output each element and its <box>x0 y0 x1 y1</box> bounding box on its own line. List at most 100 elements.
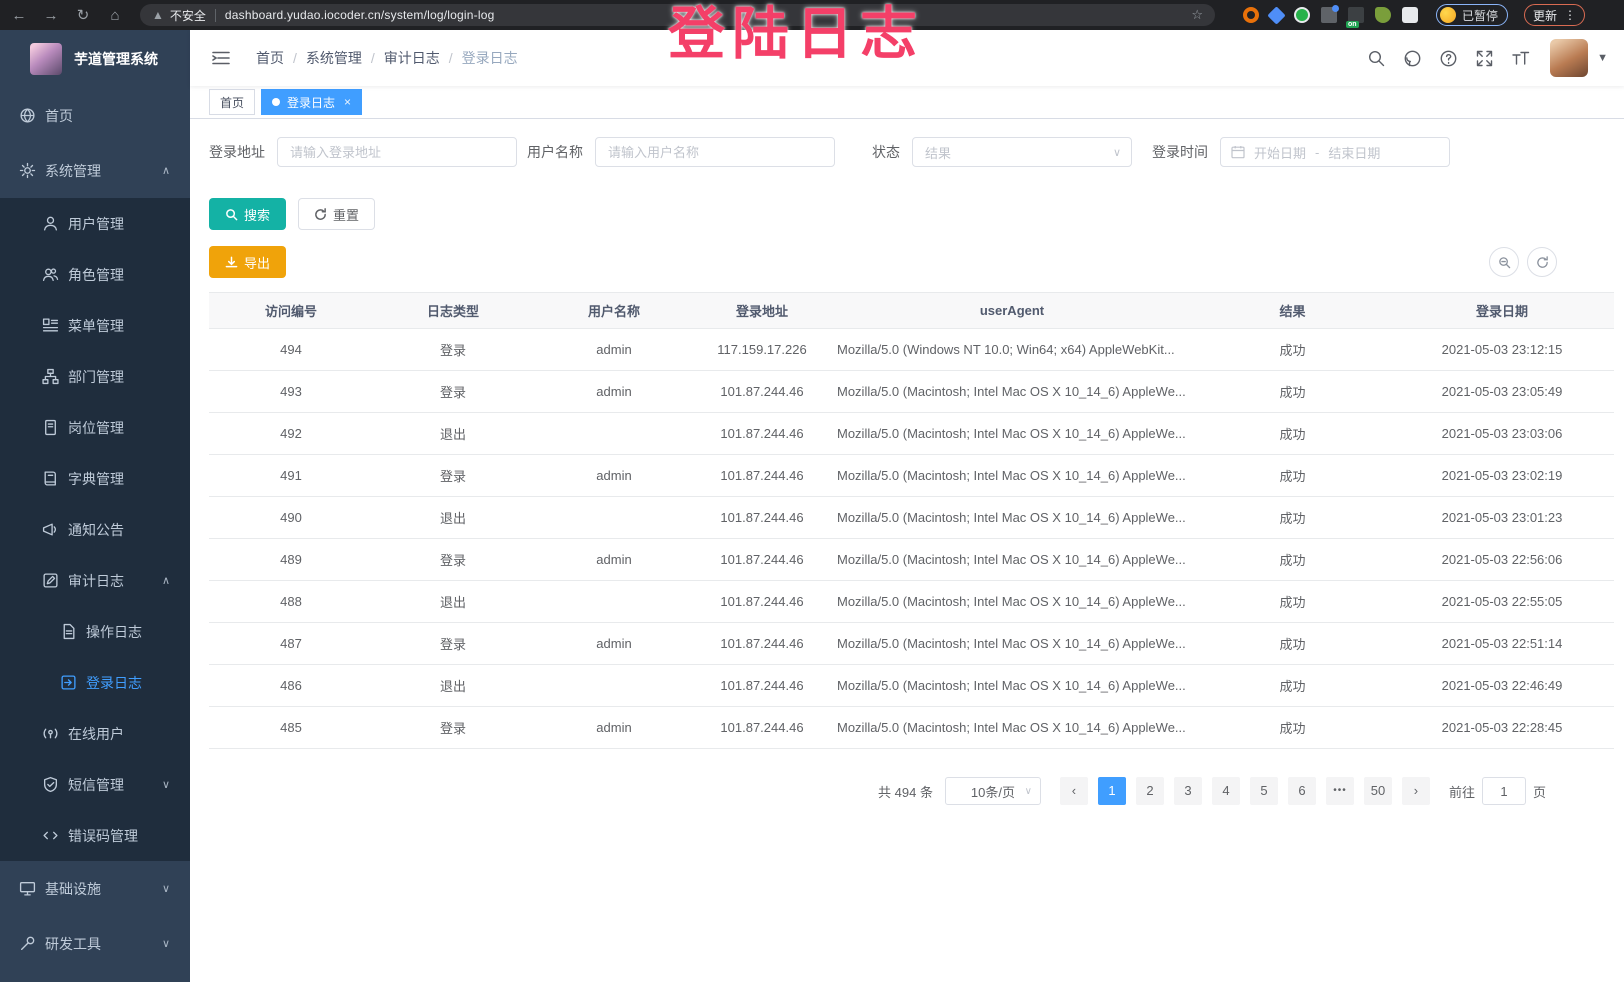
reset-button[interactable]: 重置 <box>298 198 376 230</box>
extension-grid-icon[interactable] <box>1321 5 1339 23</box>
sidebar-item-dict-management[interactable]: 字典管理 <box>0 453 190 504</box>
tab-close-icon[interactable]: × <box>344 95 352 109</box>
tab-login-log[interactable]: 登录日志 × <box>261 89 363 115</box>
font-size-icon[interactable] <box>1511 49 1530 68</box>
filter-form: 登录地址 用户名称 状态 结果 ∨ 登录时间 开始日期 - 结束日期 <box>209 136 1614 168</box>
search-button[interactable]: 搜索 <box>209 198 287 230</box>
login-time-range-picker[interactable]: 开始日期 - 结束日期 <box>1220 137 1450 167</box>
extension-puzzle-icon[interactable] <box>1402 7 1418 23</box>
sidebar-item-home[interactable]: 首页 <box>0 88 190 143</box>
table-cell <box>533 580 695 623</box>
table-cell: 101.87.244.46 <box>695 664 829 707</box>
sidebar-item-menu-management[interactable]: 菜单管理 <box>0 300 190 351</box>
sidebar-item-infrastructure[interactable]: 基础设施 ∨ <box>0 861 190 916</box>
browser-back-icon[interactable]: ← <box>11 6 27 24</box>
tab-label: 登录日志 <box>287 95 336 110</box>
breadcrumb-item[interactable]: 首页 <box>256 50 284 66</box>
refresh-button[interactable] <box>1527 247 1557 277</box>
page-button-4[interactable]: 4 <box>1211 777 1240 805</box>
table-cell: 2021-05-03 23:05:49 <box>1390 370 1614 413</box>
browser-home-icon[interactable]: ⌂ <box>110 6 120 24</box>
username-input[interactable] <box>595 137 835 167</box>
post-badge-icon <box>42 419 59 436</box>
goto-page-input[interactable] <box>1481 777 1526 805</box>
table-cell: 成功 <box>1195 706 1390 749</box>
help-icon[interactable] <box>1439 49 1458 68</box>
url-text: dashboard.yudao.iocoder.cn/system/log/lo… <box>224 8 495 22</box>
extension-on-badge-icon[interactable] <box>1346 7 1364 28</box>
user-avatar[interactable] <box>1550 39 1589 77</box>
table-row: 485 登录 admin 101.87.244.46 Mozilla/5.0 (Maci… <box>209 706 1614 749</box>
sidebar-item-error-code-management[interactable]: 错误码管理 <box>0 810 190 861</box>
breadcrumb-item[interactable]: 审计日志 <box>383 50 440 66</box>
browser-profile-badge[interactable]: 已暂停 <box>1436 4 1509 26</box>
sidebar-item-audit-log[interactable]: 审计日志 ∧ <box>0 555 190 606</box>
fullscreen-icon[interactable] <box>1475 49 1494 68</box>
sidebar-item-user-management[interactable]: 用户管理 <box>0 198 190 249</box>
next-page-button[interactable]: › <box>1401 777 1430 805</box>
hamburger-icon[interactable] <box>211 48 231 68</box>
table-cell: 101.87.244.46 <box>695 454 829 497</box>
browser-reload-icon[interactable]: ↻ <box>76 7 90 24</box>
sidebar-item-login-log[interactable]: 登录日志 <box>0 657 190 708</box>
page-button-6[interactable]: 6 <box>1287 777 1316 805</box>
breadcrumb-separator: / <box>293 50 297 66</box>
header-actions: ▼ <box>1350 39 1608 77</box>
export-button[interactable]: 导出 <box>209 246 287 278</box>
sidebar-item-dev-tools[interactable]: 研发工具 ∨ <box>0 916 190 971</box>
page-button-3[interactable]: 3 <box>1173 777 1202 805</box>
more-pages-button[interactable]: ••• <box>1325 777 1354 805</box>
sidebar-item-system-management[interactable]: 系统管理 ∧ <box>0 143 190 198</box>
avatar-caret-down-icon[interactable]: ▼ <box>1597 52 1608 64</box>
search-icon[interactable] <box>1367 49 1386 68</box>
page-button-5[interactable]: 5 <box>1249 777 1278 805</box>
sidebar-item-role-management[interactable]: 角色管理 <box>0 249 190 300</box>
role-icon <box>42 266 59 283</box>
extension-leaf-icon[interactable] <box>1375 7 1391 23</box>
sidebar-item-sms-management[interactable]: 短信管理 ∨ <box>0 759 190 810</box>
sidebar-item-dept-management[interactable]: 部门管理 <box>0 351 190 402</box>
table-cell: 486 <box>209 664 373 707</box>
table-cell: 成功 <box>1195 328 1390 371</box>
sidebar-item-online-users[interactable]: 在线用户 <box>0 708 190 759</box>
breadcrumb-item[interactable]: 系统管理 <box>305 50 362 66</box>
address-bar[interactable]: ▲ 不安全 dashboard.yudao.iocoder.cn/system/… <box>140 4 1215 26</box>
extension-orange-icon[interactable] <box>1243 7 1259 23</box>
browser-update-button[interactable]: 更新 ⋮ <box>1524 4 1586 26</box>
prev-page-button[interactable]: ‹ <box>1059 777 1088 805</box>
tab-home[interactable]: 首页 <box>209 89 256 115</box>
sidebar-item-post-management[interactable]: 岗位管理 <box>0 402 190 453</box>
sidebar-item-label: 登录日志 <box>86 674 142 691</box>
hide-search-button[interactable] <box>1489 247 1519 277</box>
table-cell: 485 <box>209 706 373 749</box>
table-cell <box>533 664 695 707</box>
page-button-2[interactable]: 2 <box>1135 777 1164 805</box>
page-button-1[interactable]: 1 <box>1097 777 1126 805</box>
table-cell <box>533 496 695 539</box>
app-header: 首页 / 系统管理 / 审计日志 / 登录日志 ▼ <box>190 30 1624 86</box>
sidebar-item-label: 部门管理 <box>68 368 124 385</box>
page-button-50[interactable]: 50 <box>1363 777 1392 805</box>
table-cell: 退出 <box>373 496 533 539</box>
dict-book-icon <box>42 470 59 487</box>
sidebar-logo[interactable]: 芋道管理系统 <box>0 30 190 88</box>
extension-blue-diamond-icon[interactable] <box>1267 5 1286 25</box>
select-caret-down-icon: ∨ <box>1112 146 1121 159</box>
table-row: 486 退出 101.87.244.46 Mozilla/5.0 (Macintosh… <box>209 664 1614 707</box>
column-header: 结果 <box>1195 292 1390 329</box>
table-row: 490 退出 101.87.244.46 Mozilla/5.0 (Macintosh… <box>209 496 1614 539</box>
sidebar-item-notice[interactable]: 通知公告 <box>0 504 190 555</box>
browser-menu-kebab-icon[interactable]: ⋮ <box>1564 8 1577 22</box>
browser-forward-icon[interactable]: → <box>43 6 59 24</box>
table-cell: 117.159.17.226 <box>695 328 829 371</box>
status-select[interactable]: 结果 ∨ <box>912 137 1132 167</box>
sidebar-item-operation-log[interactable]: 操作日志 <box>0 606 190 657</box>
extension-green-circle-icon[interactable] <box>1294 7 1310 23</box>
bookmark-star-icon[interactable]: ☆ <box>1191 7 1203 22</box>
login-address-input[interactable] <box>277 137 517 167</box>
table-row: 487 登录 admin 101.87.244.46 Mozilla/5.0 (Maci… <box>209 622 1614 665</box>
page-size-select[interactable]: 10条/页 ∨ <box>944 777 1041 805</box>
github-icon[interactable] <box>1403 49 1422 68</box>
breadcrumb-separator: / <box>448 50 453 66</box>
profile-avatar <box>1440 7 1456 23</box>
